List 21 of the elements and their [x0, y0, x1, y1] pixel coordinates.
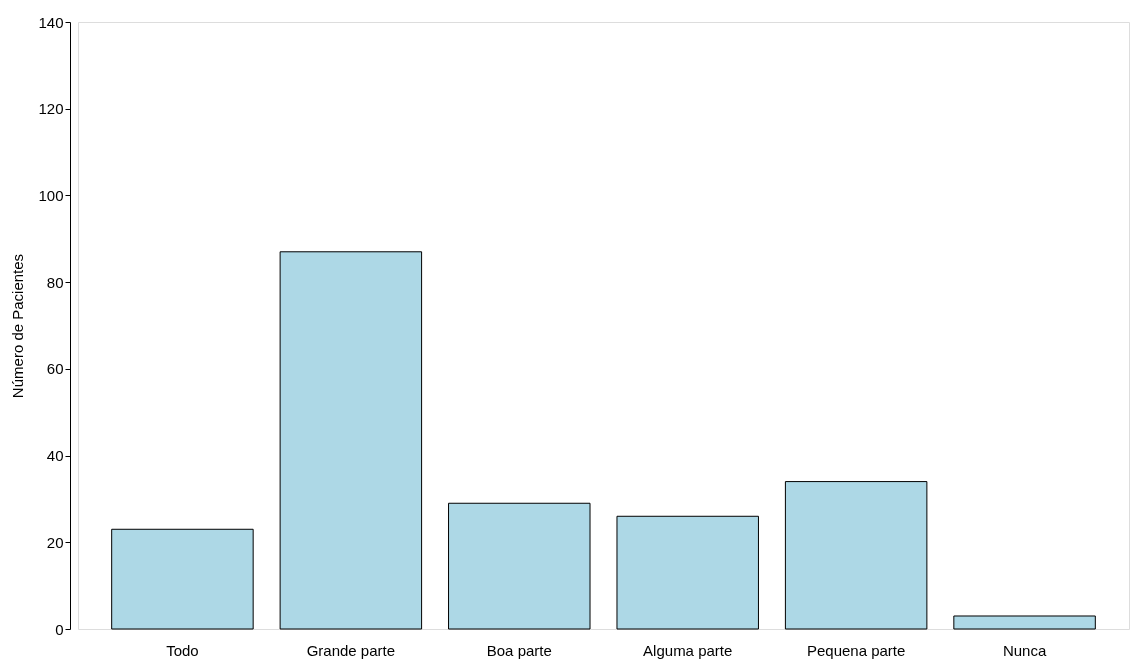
- y-tick-label: 100: [38, 186, 64, 204]
- bar: [616, 515, 759, 630]
- y-tick-label: 60: [46, 360, 64, 378]
- y-tick-label: 140: [38, 13, 64, 31]
- x-tick-label: Nunca: [1002, 641, 1047, 659]
- y-tick-label: 120: [38, 100, 64, 118]
- y-axis-title: Número de Pacientes: [9, 253, 27, 399]
- bar: [448, 502, 591, 630]
- bar: [279, 251, 423, 630]
- y-tick-label: 40: [46, 447, 64, 465]
- bar: [784, 481, 928, 630]
- y-tick-label: 20: [46, 533, 64, 551]
- bar: [111, 528, 254, 630]
- bar: [953, 615, 1096, 630]
- y-tick-label: 0: [55, 620, 64, 638]
- x-tick-label: Alguma parte: [643, 641, 733, 659]
- y-tick-label: 80: [46, 273, 64, 291]
- x-tick-label: Pequena parte: [806, 641, 906, 659]
- x-tick-label: Grande parte: [306, 641, 396, 659]
- x-tick-label: Todo: [166, 641, 199, 659]
- x-tick-label: Boa parte: [486, 641, 552, 659]
